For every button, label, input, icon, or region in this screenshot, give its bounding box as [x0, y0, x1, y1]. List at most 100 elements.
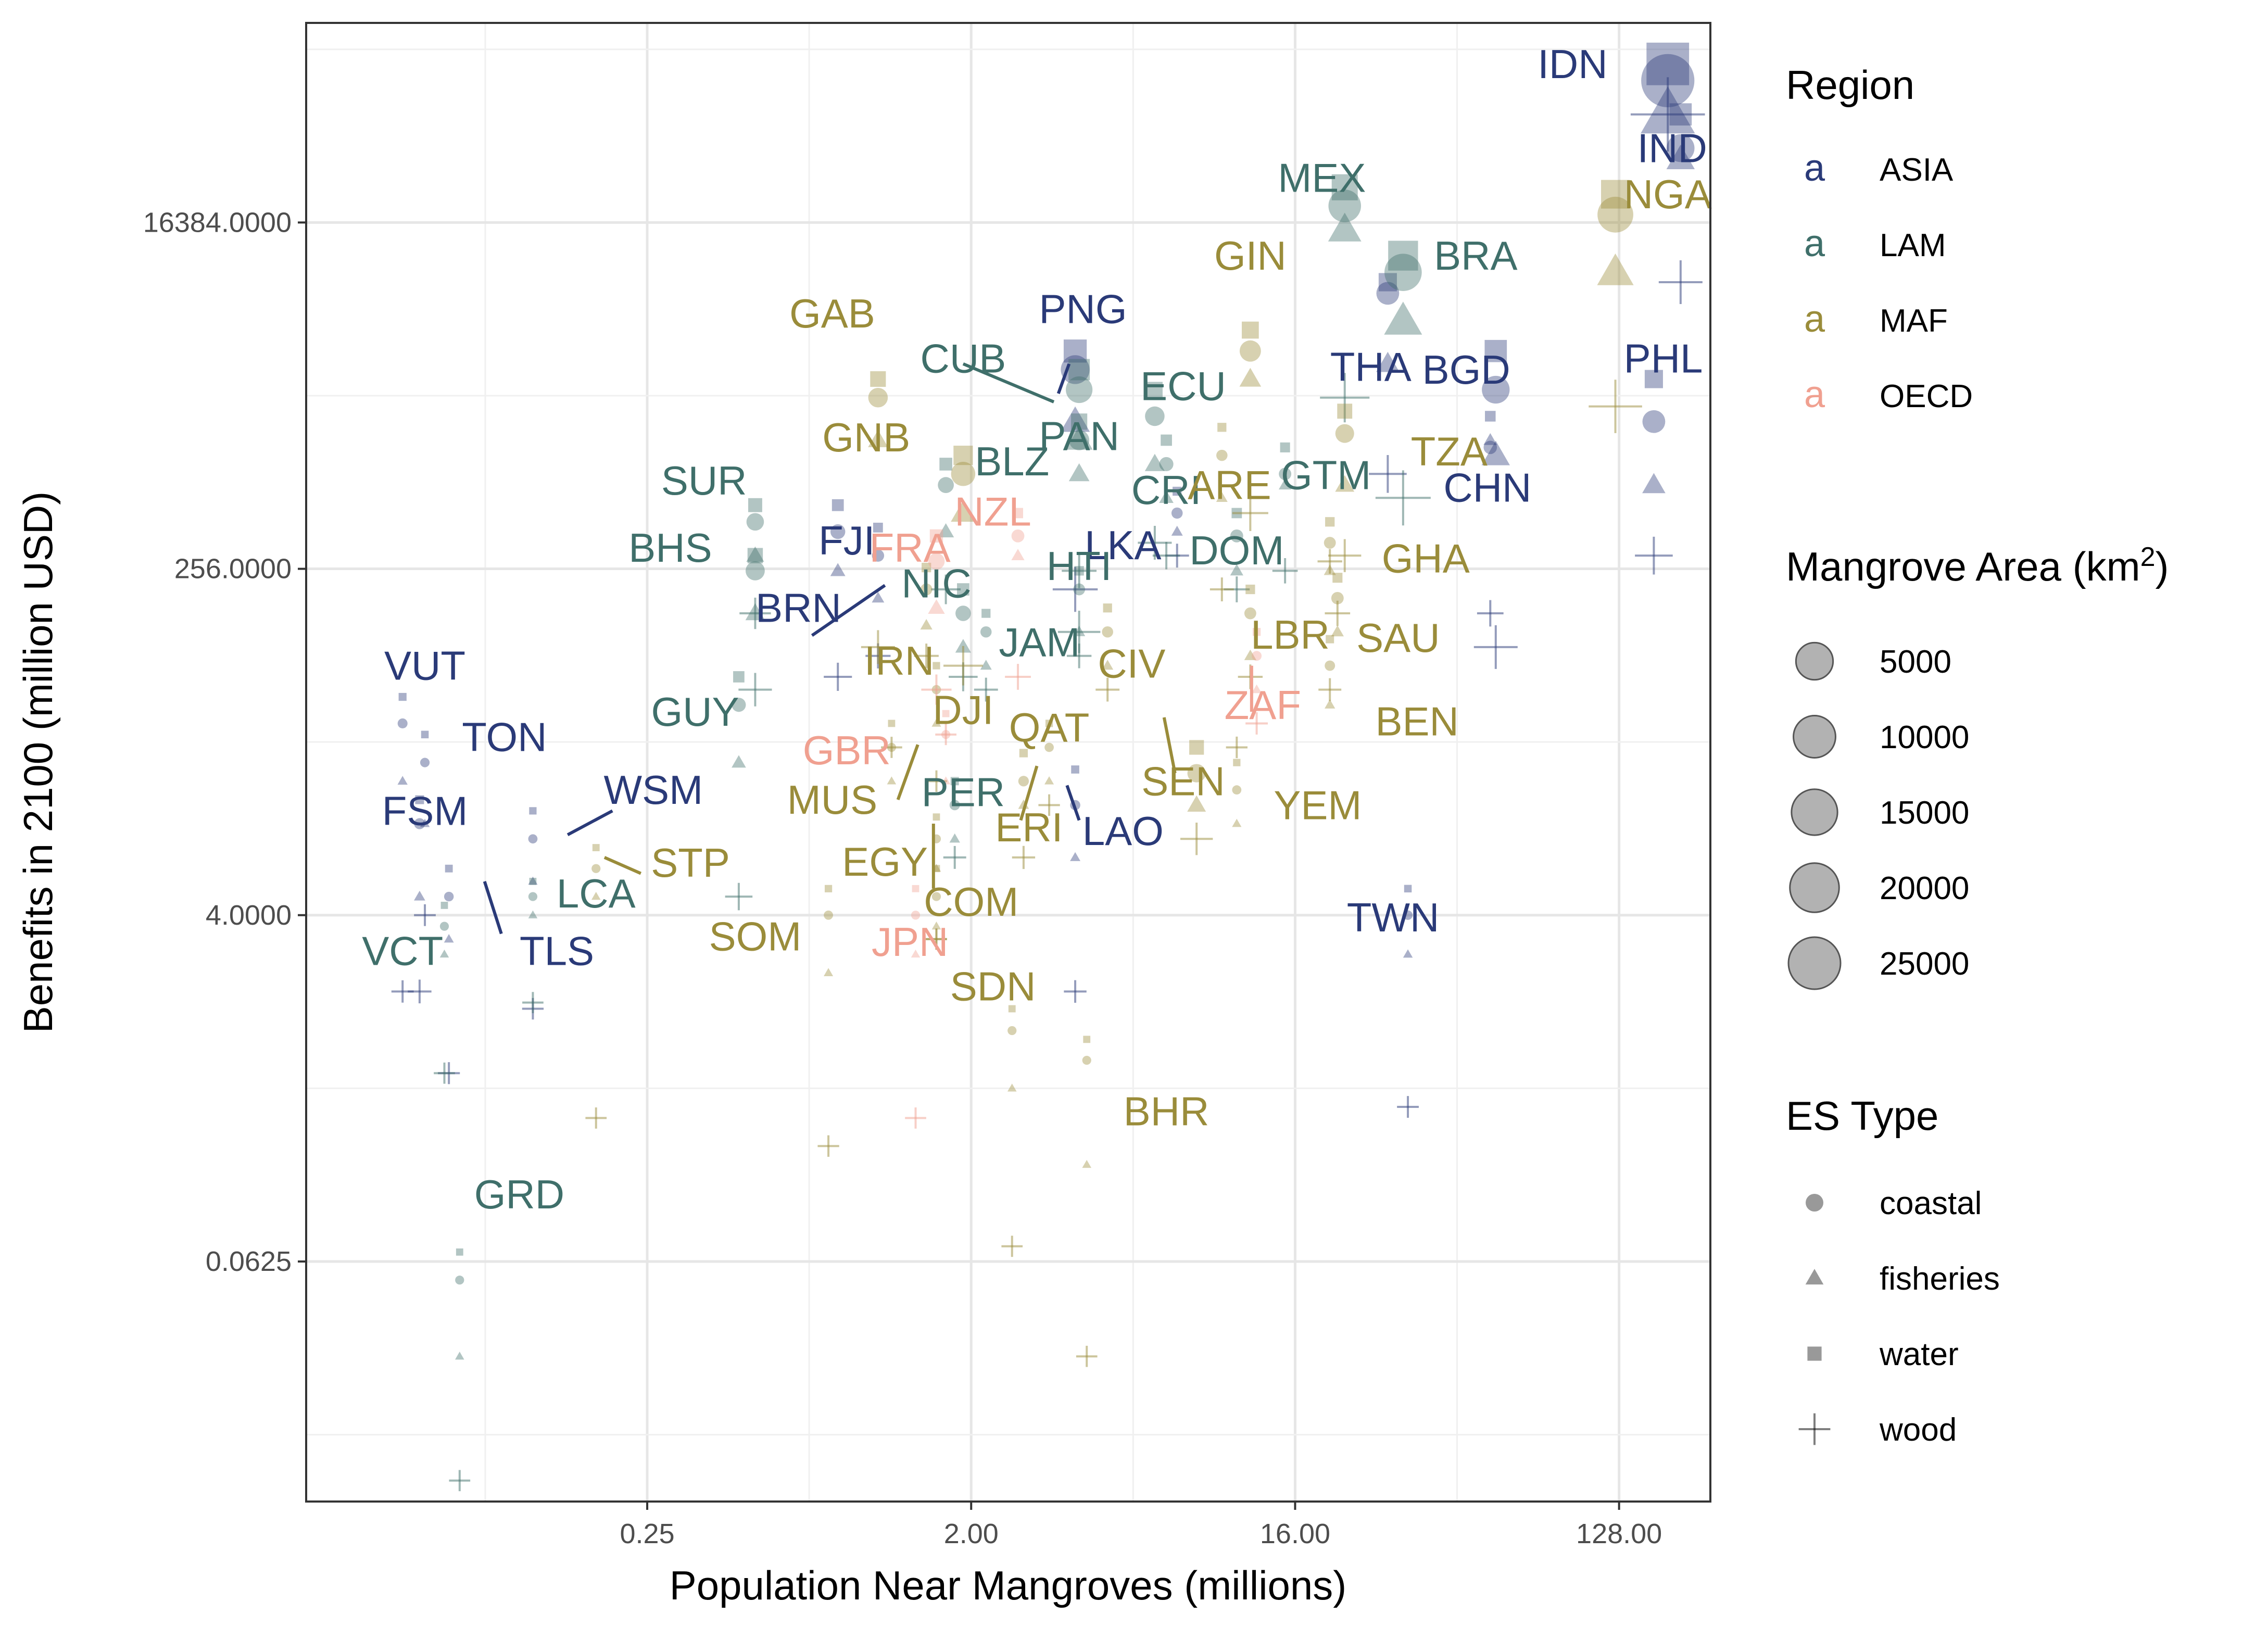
x-tick-label: 16.00	[1260, 1518, 1330, 1549]
point-zaf-coastal	[1252, 651, 1262, 661]
point-gnb-wood	[943, 646, 983, 686]
point-zaf-fisheries	[1251, 684, 1262, 693]
leader-line	[1019, 765, 1039, 821]
leader-line	[1056, 363, 1071, 394]
point-sur-fisheries	[746, 546, 764, 562]
country-label-mus: MUS	[787, 777, 877, 823]
point-stp-water	[592, 844, 600, 851]
point-gtm-coastal	[1279, 468, 1292, 481]
point-sdn-coastal	[1007, 1026, 1017, 1036]
country-label-zaf: ZAF	[1225, 682, 1301, 728]
point-nga-water	[1601, 180, 1630, 209]
country-label-bhr: BHR	[1124, 1088, 1209, 1134]
legend-region-label: MAF	[1880, 303, 1948, 339]
point-cri-fisheries	[1159, 490, 1174, 503]
point-ton-wood	[414, 904, 436, 926]
country-label-ton: TON	[462, 714, 547, 760]
x-tick-label: 128.00	[1576, 1518, 1662, 1549]
point-gnb-fisheries	[951, 500, 976, 522]
country-label-lka: LKA	[1085, 522, 1161, 568]
country-label-idn: IDN	[1538, 41, 1607, 87]
point-png-coastal	[1061, 355, 1090, 384]
point-gha-water	[1325, 517, 1335, 527]
point-are-fisheries	[1216, 491, 1228, 502]
plot-area: IDN IND PHL BGD CHN THA LKA PNG BRN LAO TWN FJI VUT T…	[305, 22, 1712, 1503]
point-ecu-fisheries	[1144, 453, 1165, 471]
point-mex-coastal	[1328, 190, 1362, 222]
point-dom-fisheries	[1230, 564, 1243, 576]
point-phl-coastal	[1642, 410, 1666, 433]
country-label-are: ARE	[1188, 462, 1271, 508]
country-label-irn: IRN	[864, 638, 934, 684]
point-sau-fisheries	[1331, 625, 1344, 637]
point-nga-coastal	[1597, 196, 1633, 233]
point-bhs-wood	[738, 673, 772, 707]
legend-region-symbol: a	[1804, 147, 1825, 189]
point-twn-water	[1404, 885, 1412, 893]
point-vct-coastal	[439, 922, 449, 931]
point-pan-fisheries	[1068, 463, 1090, 482]
point-qat-fisheries	[1044, 776, 1054, 785]
country-label-tls: TLS	[520, 928, 594, 974]
point-phl-wood	[1635, 536, 1673, 575]
country-label-vut: VUT	[384, 643, 465, 689]
country-label-vct: VCT	[362, 928, 443, 974]
country-label-civ: CIV	[1098, 641, 1165, 687]
point-qat-wood	[1038, 794, 1060, 816]
point-com-water	[933, 813, 940, 821]
point-fji-fisheries	[830, 563, 846, 576]
country-label-nic: NIC	[901, 560, 971, 606]
point-fsm-water	[415, 795, 424, 804]
point-blz-wood	[931, 574, 961, 604]
point-grd-wood	[449, 1470, 471, 1492]
point-blz-water	[939, 458, 952, 471]
point-phl-water	[1644, 370, 1663, 388]
point-png-water	[1063, 339, 1087, 363]
country-label-png: PNG	[1039, 286, 1127, 332]
country-label-tza: TZA	[1411, 428, 1488, 474]
country-label-com: COM	[924, 879, 1018, 925]
country-label-hti: HTI	[1047, 543, 1112, 589]
point-per-coastal	[949, 800, 960, 811]
point-gbr-water	[942, 710, 950, 717]
point-grd-water	[456, 1248, 463, 1256]
point-chn-coastal	[1483, 440, 1497, 455]
point-irn-water	[922, 562, 931, 573]
point-guy-fisheries	[732, 755, 746, 768]
point-som-coastal	[824, 910, 833, 920]
point-hti-coastal	[1073, 583, 1086, 596]
country-label-yem: YEM	[1274, 782, 1362, 828]
point-sdn-water	[1008, 1005, 1016, 1013]
legend-shape-fisheries	[1805, 1269, 1824, 1285]
point-mus-water	[888, 720, 896, 727]
point-sur-wood	[739, 597, 771, 629]
leader-line	[811, 584, 886, 637]
point-cri-water	[1161, 434, 1172, 446]
country-label-twn: TWN	[1347, 894, 1440, 940]
legend-shape-water	[1807, 1346, 1822, 1361]
point-tha-wood	[1369, 455, 1407, 493]
legend-shape-label: fisheries	[1880, 1261, 2000, 1297]
point-guy-water	[733, 671, 745, 683]
country-label-gha: GHA	[1382, 536, 1470, 582]
country-label-ecu: ECU	[1140, 363, 1226, 409]
point-gtm-wood	[1272, 558, 1298, 584]
country-label-grd: GRD	[474, 1171, 564, 1217]
country-label-sen: SEN	[1141, 758, 1225, 804]
country-label-qat: QAT	[1009, 705, 1090, 751]
country-label-cri: CRI	[1131, 467, 1201, 513]
point-lao-wood	[1064, 980, 1087, 1003]
y-axis-title: Benefits in 2100 (million USD)	[15, 491, 61, 1033]
point-sen-water	[1189, 740, 1204, 755]
point-vct-fisheries	[439, 949, 449, 958]
point-are-coastal	[1216, 449, 1228, 461]
country-label-jam: JAM	[999, 620, 1080, 665]
point-sur-water	[748, 498, 762, 512]
point-irn-fisheries	[920, 619, 933, 630]
point-lao-fisheries	[1070, 852, 1081, 861]
country-label-fsm: FSM	[382, 788, 468, 834]
point-ind-water	[1669, 103, 1692, 126]
point-ben-wood	[1318, 678, 1342, 701]
country-label-eri: ERI	[995, 804, 1063, 850]
point-gin-wood	[1232, 495, 1268, 532]
